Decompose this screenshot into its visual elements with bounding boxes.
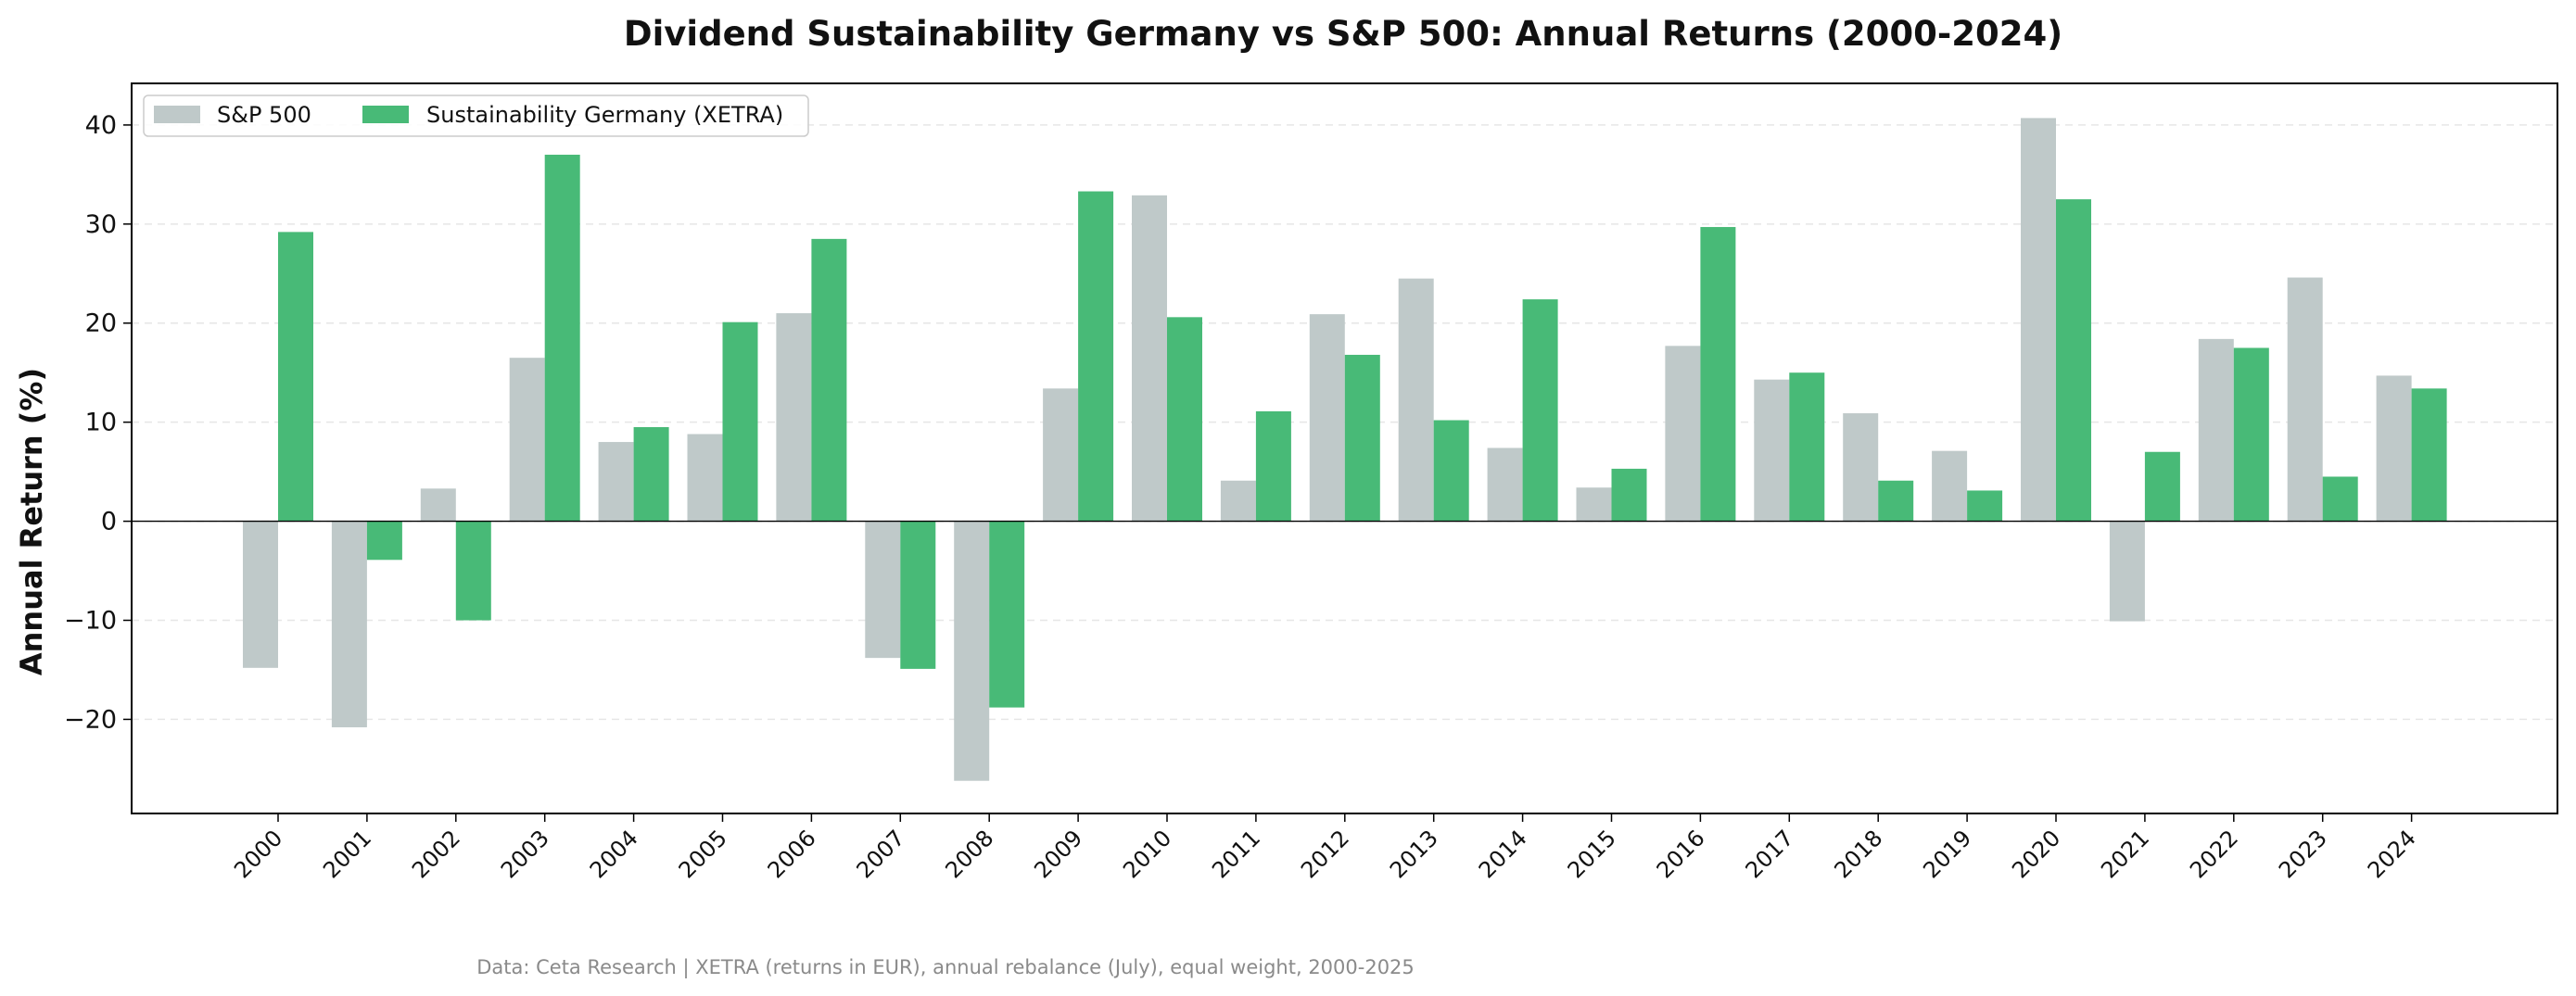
legend: S&P 500 Sustainability Germany (XETRA) <box>143 95 809 137</box>
x-tick-label: 2010 <box>1118 825 1176 883</box>
bar-sustainability-germany <box>2322 476 2358 522</box>
bar-sp500 <box>243 521 278 668</box>
x-tick-label: 2014 <box>1474 825 1532 883</box>
bar-sp500 <box>1132 195 1167 522</box>
x-tick-label: 2022 <box>2185 825 2243 883</box>
bar-sp500 <box>420 488 456 522</box>
bar-sp500 <box>331 521 367 727</box>
x-tick-label: 2020 <box>2007 825 2065 883</box>
bar-sustainability-germany <box>1700 227 1736 522</box>
bar-sustainability-germany <box>722 321 758 522</box>
bar-sustainability-germany <box>2411 388 2447 522</box>
bar-sustainability-germany <box>1255 410 1291 522</box>
bar-sustainability-germany <box>633 427 669 522</box>
bar-sp500 <box>1754 379 1790 522</box>
bar-sustainability-germany <box>1878 480 1914 522</box>
bar-sustainability-germany <box>2056 199 2091 522</box>
x-tick-label: 2009 <box>1029 825 1087 883</box>
y-tick-label: −20 <box>64 705 117 734</box>
footer-note: Data: Ceta Research | XETRA (returns in … <box>476 956 1415 979</box>
chart-title: Dividend Sustainability Germany vs S&P 5… <box>624 14 2062 54</box>
x-tick-label: 2024 <box>2363 825 2421 883</box>
bar-sustainability-germany <box>455 521 491 621</box>
bar-sp500 <box>1576 487 1612 522</box>
legend-label: Sustainability Germany (XETRA) <box>426 102 783 128</box>
bar-sustainability-germany <box>1433 420 1469 522</box>
bar-sp500 <box>2021 118 2056 522</box>
bar-sp500 <box>598 442 634 522</box>
bar-sustainability-germany <box>366 521 402 561</box>
bar-sustainability-germany <box>2144 451 2180 522</box>
bar-sustainability-germany <box>1167 317 1202 522</box>
x-axis-ticks: 2000 2001 2002 2003 2004 2005 2006 2007 2008 2009… <box>229 813 2421 883</box>
bar-sp500 <box>1043 388 1079 522</box>
bar-sustainability-germany <box>1522 299 1558 522</box>
bar-sp500 <box>509 358 545 522</box>
y-tick-label: 0 <box>101 508 117 536</box>
bar-sp500 <box>2109 521 2145 622</box>
bar-sp500 <box>687 434 723 522</box>
bar-sustainability-germany <box>989 521 1025 708</box>
x-tick-label: 2018 <box>1829 825 1887 883</box>
bar-sp500 <box>865 521 901 659</box>
bar-sp500 <box>1220 480 1256 522</box>
x-tick-label: 2011 <box>1207 825 1265 883</box>
x-tick-label: 2016 <box>1652 825 1710 883</box>
y-axis-label: Annual Return (%) <box>14 368 49 675</box>
x-tick-label: 2015 <box>1563 825 1621 883</box>
y-tick-label: −10 <box>64 607 117 636</box>
bar-sp500 <box>1843 413 1879 522</box>
bar-sustainability-germany <box>1967 490 2003 522</box>
bar-sp500 <box>1487 448 1523 522</box>
y-tick-label: 10 <box>85 409 117 437</box>
y-axis-ticks: −20 −10 0 10 20 30 40 <box>64 111 132 734</box>
x-tick-label: 2013 <box>1385 825 1443 883</box>
bar-sp500 <box>954 521 990 781</box>
bar-sustainability-germany <box>278 232 313 522</box>
x-tick-label: 2019 <box>1918 825 1976 883</box>
x-tick-label: 2003 <box>496 825 554 883</box>
x-tick-label: 2002 <box>407 825 465 883</box>
bar-sp500 <box>1398 278 1434 522</box>
legend-label: S&P 500 <box>217 102 311 128</box>
bar-sustainability-germany <box>900 521 936 669</box>
bar-sp500 <box>2376 375 2412 522</box>
x-tick-label: 2023 <box>2274 825 2332 883</box>
x-tick-label: 2004 <box>585 825 643 883</box>
x-tick-label: 2017 <box>1741 825 1799 883</box>
x-tick-label: 2007 <box>852 825 910 883</box>
bar-sustainability-germany <box>1344 354 1380 522</box>
x-tick-label: 2021 <box>2096 825 2154 883</box>
bar-sustainability-germany <box>1078 191 1114 522</box>
y-tick-label: 30 <box>85 210 117 239</box>
bar-sustainability-germany <box>544 154 580 522</box>
x-tick-label: 2006 <box>763 825 821 883</box>
legend-swatch <box>362 106 409 123</box>
x-tick-label: 2001 <box>318 825 376 883</box>
bars <box>243 118 2447 781</box>
x-tick-label: 2000 <box>229 825 287 883</box>
legend-swatch <box>154 106 200 123</box>
x-tick-label: 2008 <box>940 825 998 883</box>
bar-sustainability-germany <box>2233 347 2269 522</box>
bar-sustainability-germany <box>811 238 847 522</box>
bar-sp500 <box>1932 450 1968 522</box>
bar-sp500 <box>2287 277 2323 522</box>
bar-sustainability-germany <box>1611 468 1647 522</box>
bar-sustainability-germany <box>1789 372 1825 522</box>
bar-sp500 <box>2198 338 2234 522</box>
x-tick-label: 2012 <box>1296 825 1354 883</box>
y-tick-label: 20 <box>85 309 117 338</box>
x-tick-label: 2005 <box>674 825 732 883</box>
bar-sp500 <box>1665 346 1701 522</box>
bar-sp500 <box>1309 314 1345 522</box>
y-tick-label: 40 <box>85 111 117 140</box>
bar-sp500 <box>776 313 812 522</box>
legend-box <box>143 95 809 137</box>
